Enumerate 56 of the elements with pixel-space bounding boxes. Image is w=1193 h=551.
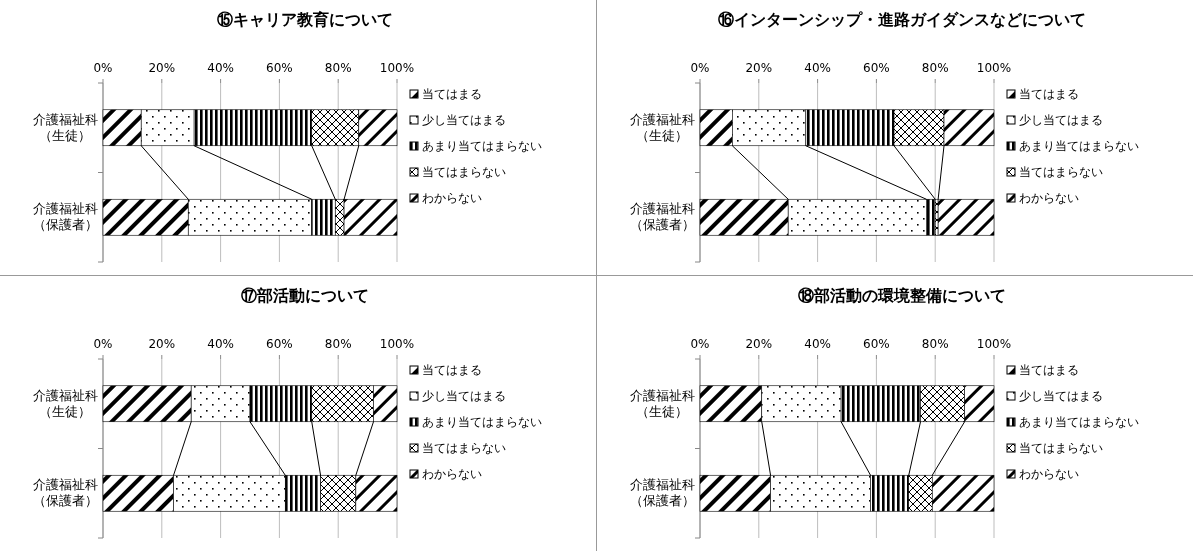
x-tick-label: 100% [379,61,415,75]
x-tick-label: 0% [690,337,710,351]
x-tick-label: 40% [207,337,234,351]
x-tick-label: 40% [804,337,831,351]
legend-label: 当てはまる [422,87,482,101]
legend-label: 当てはまらない [422,441,506,455]
legend-label: わからない [1019,191,1079,205]
legend-label: 当てはまる [422,363,482,377]
x-tick-label: 20% [745,337,773,351]
chart-title: ⑱部活動の環境整備について [798,286,1006,305]
y-tick-label: 介護福祉科（保護者） [32,477,98,509]
x-tick-label: 20% [148,337,176,351]
x-tick-label: 100% [976,61,1012,75]
y-tick-label: 介護福祉科（保護者） [32,201,98,233]
x-tick-label: 80% [921,337,949,351]
legend-label: 当てはまる [1019,363,1079,377]
x-tick-label: 40% [207,61,234,75]
legend-label: 当てはまる [1019,87,1079,101]
x-tick-label: 60% [863,61,890,75]
x-tick-label: 60% [863,337,890,351]
x-tick-label: 20% [745,61,773,75]
chart-title: ⑯インターンシップ・進路ガイダンスなどについて [718,10,1086,29]
x-tick-label: 0% [93,61,113,75]
legend-label: 少し当てはまる [1019,389,1103,403]
legend-label: わからない [422,191,482,205]
legend-label: わからない [1019,467,1079,481]
legend-label: あまり当てはまらない [1019,415,1139,429]
legend-label: 少し当てはまる [1019,113,1103,127]
legend-label: 少し当てはまる [422,113,506,127]
x-tick-label: 60% [266,61,293,75]
legend-label: 当てはまらない [1019,441,1103,455]
legend-label: あまり当てはまらない [1019,139,1139,153]
y-tick-label: 介護福祉科（生徒） [629,111,695,143]
x-tick-label: 80% [324,337,352,351]
x-tick-label: 40% [804,61,831,75]
y-tick-label: 介護福祉科（生徒） [629,387,695,419]
legend-label: 少し当てはまる [422,389,506,403]
chart-title: ⑰部活動について [241,286,369,305]
x-tick-label: 100% [379,337,415,351]
chart-title: ⑮キャリア教育について [217,10,393,29]
y-tick-label: 介護福祉科（保護者） [629,201,695,233]
x-tick-label: 0% [93,337,113,351]
x-tick-label: 80% [921,61,949,75]
legend-label: あまり当てはまらない [422,139,542,153]
y-tick-label: 介護福祉科（生徒） [32,387,98,419]
x-tick-label: 20% [148,61,176,75]
x-tick-label: 80% [324,61,352,75]
legend-label: わからない [422,467,482,481]
x-tick-label: 0% [690,61,710,75]
legend-label: あまり当てはまらない [422,415,542,429]
x-tick-label: 100% [976,337,1012,351]
y-tick-label: 介護福祉科（生徒） [32,111,98,143]
legend-label: 当てはまらない [422,165,506,179]
y-tick-label: 介護福祉科（保護者） [629,477,695,509]
x-tick-label: 60% [266,337,293,351]
legend-label: 当てはまらない [1019,165,1103,179]
